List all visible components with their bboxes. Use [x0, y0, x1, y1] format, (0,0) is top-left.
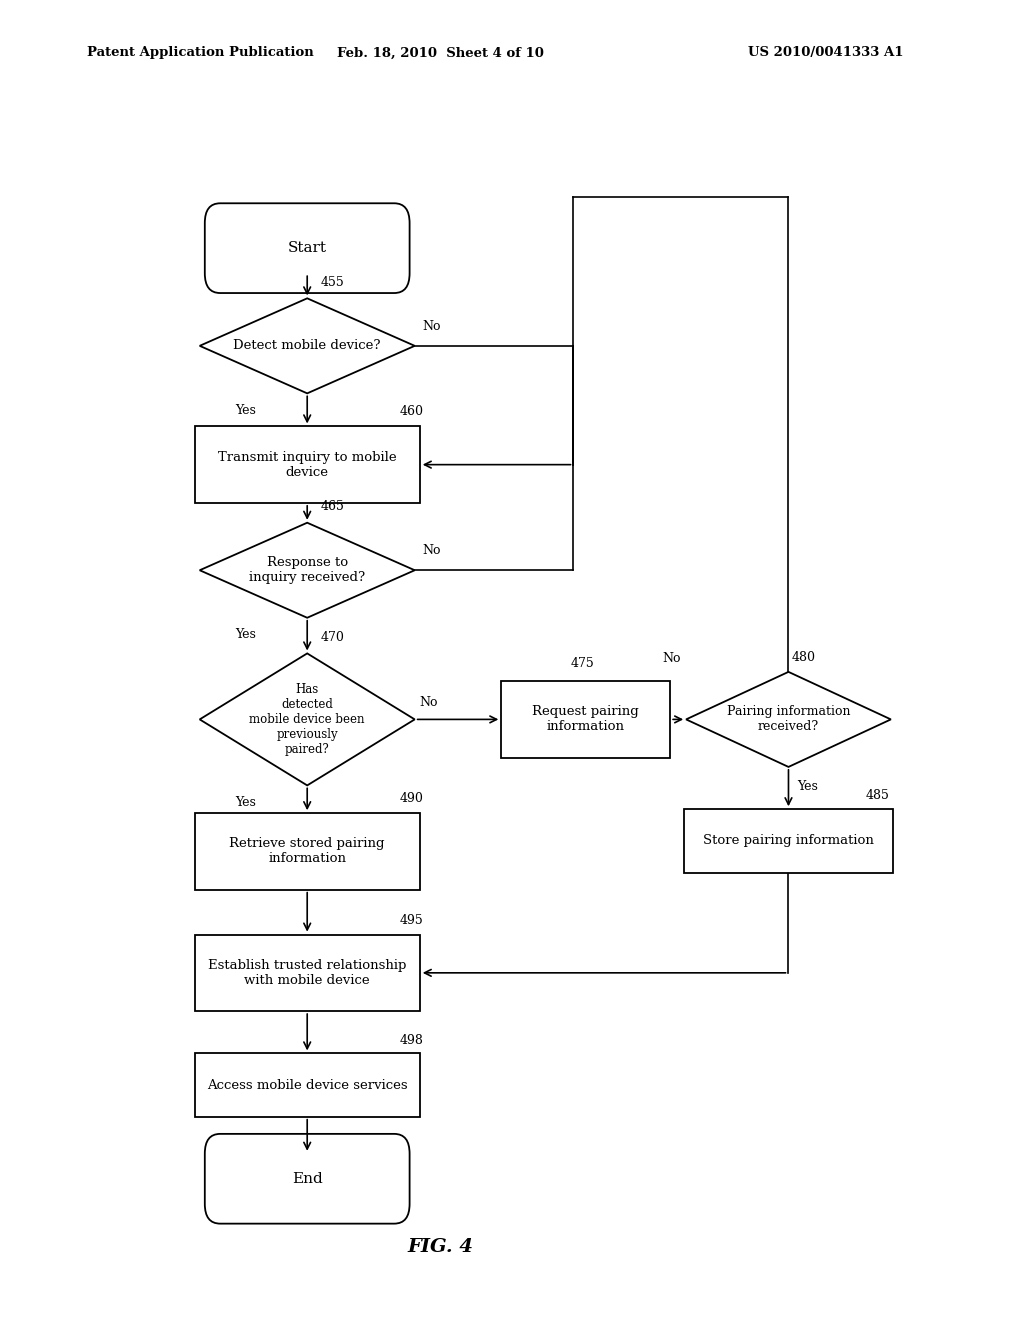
Polygon shape [200, 653, 415, 785]
Text: 480: 480 [792, 651, 815, 664]
Text: Yes: Yes [797, 780, 817, 793]
Text: Request pairing
information: Request pairing information [532, 705, 639, 734]
Text: 455: 455 [321, 276, 344, 289]
FancyBboxPatch shape [195, 935, 420, 1011]
Text: Yes: Yes [236, 796, 256, 809]
Text: Access mobile device services: Access mobile device services [207, 1078, 408, 1092]
Text: Response to
inquiry received?: Response to inquiry received? [249, 556, 366, 585]
Text: Yes: Yes [236, 628, 256, 642]
Polygon shape [200, 298, 415, 393]
Text: 485: 485 [865, 789, 889, 803]
Text: Feb. 18, 2010  Sheet 4 of 10: Feb. 18, 2010 Sheet 4 of 10 [337, 46, 544, 59]
FancyBboxPatch shape [195, 1053, 420, 1117]
FancyBboxPatch shape [205, 203, 410, 293]
Text: Yes: Yes [236, 404, 256, 417]
Text: 498: 498 [399, 1034, 423, 1047]
Text: Pairing information
received?: Pairing information received? [727, 705, 850, 734]
Text: FIG. 4: FIG. 4 [408, 1238, 473, 1257]
Text: 470: 470 [321, 631, 344, 644]
Polygon shape [686, 672, 891, 767]
FancyBboxPatch shape [501, 681, 670, 758]
Text: Establish trusted relationship
with mobile device: Establish trusted relationship with mobi… [208, 958, 407, 987]
FancyBboxPatch shape [195, 426, 420, 503]
Text: End: End [292, 1172, 323, 1185]
Text: Patent Application Publication: Patent Application Publication [87, 46, 313, 59]
Text: Detect mobile device?: Detect mobile device? [233, 339, 381, 352]
Text: No: No [420, 696, 438, 709]
Text: No: No [422, 319, 440, 333]
Text: 495: 495 [399, 913, 423, 927]
Text: Has
detected
mobile device been
previously
paired?: Has detected mobile device been previous… [250, 682, 365, 756]
Text: Transmit inquiry to mobile
device: Transmit inquiry to mobile device [218, 450, 396, 479]
Polygon shape [200, 523, 415, 618]
FancyBboxPatch shape [205, 1134, 410, 1224]
Text: Retrieve stored pairing
information: Retrieve stored pairing information [229, 837, 385, 866]
Text: No: No [663, 652, 681, 665]
Text: 465: 465 [321, 500, 344, 513]
FancyBboxPatch shape [195, 813, 420, 890]
Text: 460: 460 [399, 405, 423, 418]
Text: No: No [422, 544, 440, 557]
Text: 490: 490 [399, 792, 423, 805]
Text: US 2010/0041333 A1: US 2010/0041333 A1 [748, 46, 903, 59]
Text: Store pairing information: Store pairing information [703, 834, 873, 847]
Text: Start: Start [288, 242, 327, 255]
Text: 475: 475 [570, 657, 594, 671]
FancyBboxPatch shape [684, 809, 893, 873]
